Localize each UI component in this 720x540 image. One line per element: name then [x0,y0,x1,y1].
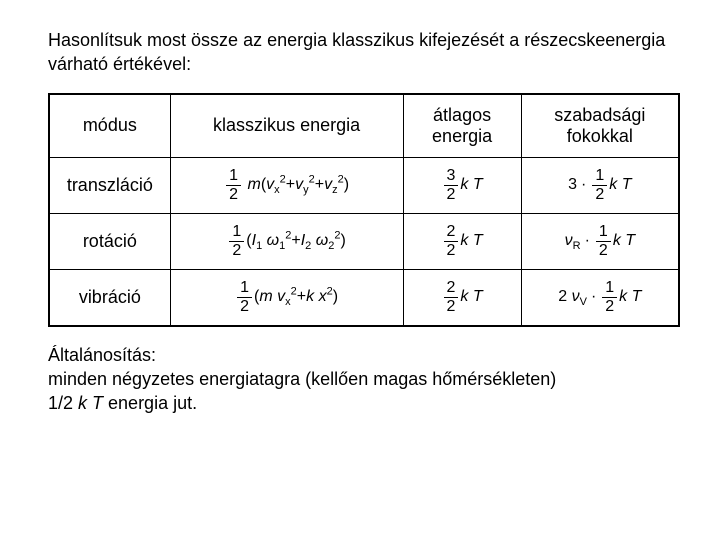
header-klasszikus: klasszikus energia [170,94,403,158]
intro-text: Hasonlítsuk most össze az energia klassz… [48,28,680,77]
header-szabadsagi: szabadsági fokokkal [521,94,679,158]
energy-table: módus klasszikus energia átlagos energia… [48,93,680,327]
table-row: vibráció 12(m vx2+k x2) 22k T 2 νV·12k T [49,269,679,326]
cell-klass-transz: 12 m(vx2+vy2+vz2) [170,157,403,213]
cell-klass-vib: 12(m vx2+k x2) [170,269,403,326]
header-atlagos: átlagos energia [403,94,521,158]
cell-szab-rot: νR·12k T [521,213,679,269]
header-modus: módus [49,94,170,158]
cell-szab-transz: 3·12k T [521,157,679,213]
cell-klass-rot: 12(I1 ω12+I2 ω22) [170,213,403,269]
row-label-transzlacio: transzláció [49,157,170,213]
table-row: transzláció 12 m(vx2+vy2+vz2) 32k T 3·12… [49,157,679,213]
row-label-rotacio: rotáció [49,213,170,269]
cell-atlag-transz: 32k T [403,157,521,213]
table-row: rotáció 12(I1 ω12+I2 ω22) 22k T νR·12k T [49,213,679,269]
slide-page: Hasonlítsuk most össze az energia klassz… [0,0,720,435]
footer-line2: minden négyzetes energiatagra (kellően m… [48,369,556,389]
footer-line1: Általánosítás: [48,345,156,365]
footer-line3-suffix: energia jut. [103,393,197,413]
cell-atlag-vib: 22k T [403,269,521,326]
cell-szab-vib: 2 νV·12k T [521,269,679,326]
table-header-row: módus klasszikus energia átlagos energia… [49,94,679,158]
footer-text: Általánosítás: minden négyzetes energiat… [48,343,680,416]
footer-line3-prefix: 1/2 [48,393,78,413]
cell-atlag-rot: 22k T [403,213,521,269]
footer-kt: k T [78,393,103,413]
row-label-vibracio: vibráció [49,269,170,326]
